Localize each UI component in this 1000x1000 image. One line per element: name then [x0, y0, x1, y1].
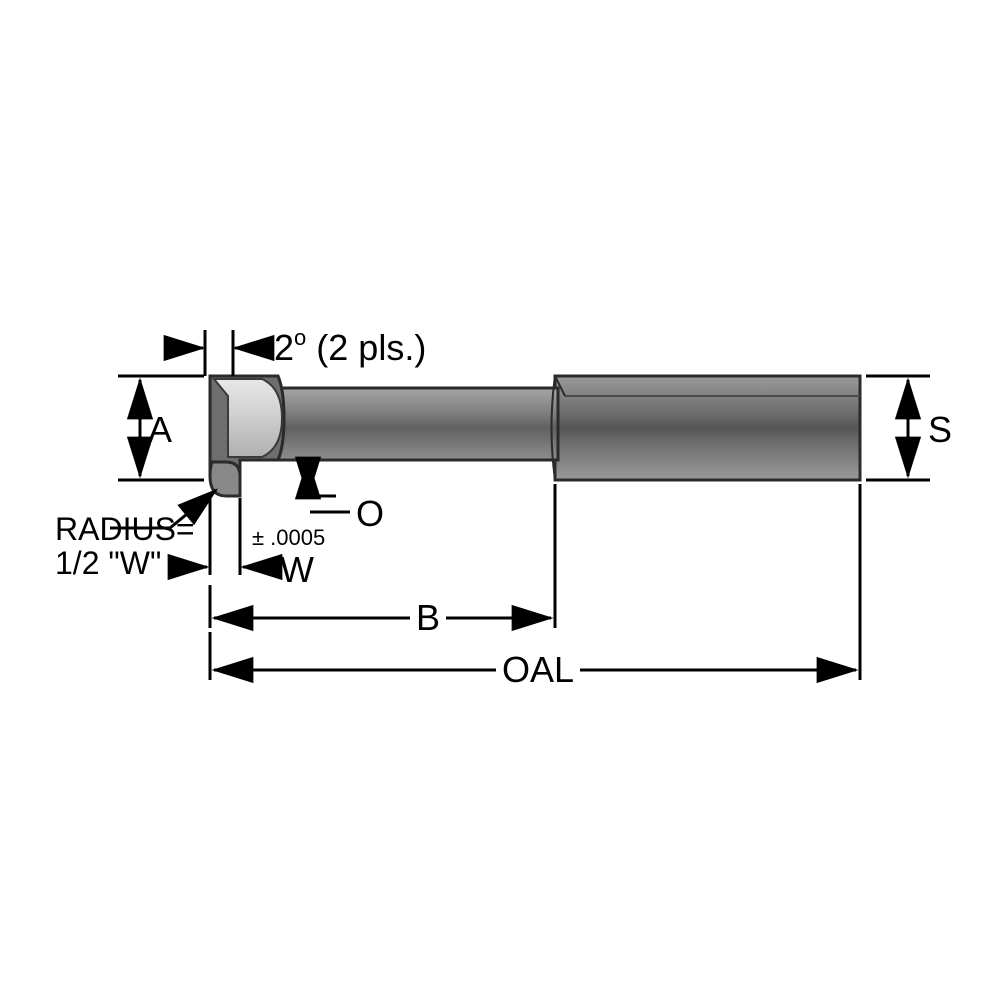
dim-oal-label: OAL [496, 650, 580, 690]
dim-o-label: O [356, 494, 384, 534]
angle-label: 2o (2 pls.) [274, 328, 426, 368]
dim-w-tolerance: ± .0005 [252, 526, 325, 550]
dim-b-label: B [410, 598, 446, 638]
tool-dimension-diagram [0, 0, 1000, 1000]
dim-w-label: W [280, 550, 314, 590]
radius-label-line2: 1/2 "W" [55, 546, 161, 581]
radius-label-line1: RADIUS= [55, 512, 195, 547]
dim-a-label: A [148, 410, 172, 450]
dim-s-label: S [928, 410, 952, 450]
